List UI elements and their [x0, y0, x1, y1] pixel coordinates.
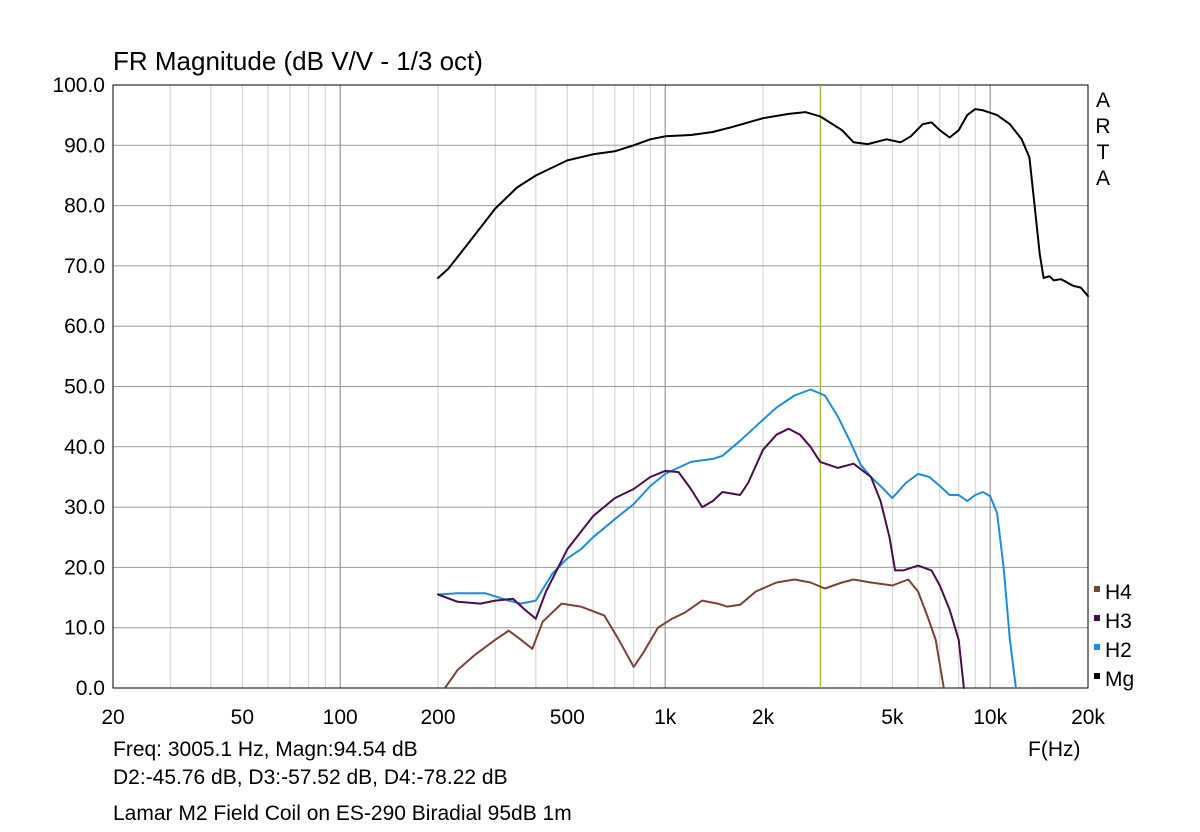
series-line-mg — [437, 108, 1089, 298]
x-tick-label: 5k — [881, 706, 904, 729]
x-tick-label: 1k — [654, 706, 677, 729]
x-axis-label: F(Hz) — [1028, 738, 1081, 761]
y-tick-label: 80.0 — [64, 195, 105, 218]
x-tick-label: 50 — [231, 706, 254, 729]
legend-item-h2: H2 — [1094, 636, 1134, 665]
cursor-readout: Freq: 3005.1 Hz, Magn:94.54 dB — [113, 738, 418, 761]
legend: H4 H3 H2 Mg — [1094, 578, 1134, 694]
legend-label: H4 — [1105, 581, 1132, 604]
y-tick-label: 50.0 — [64, 376, 105, 399]
y-tick-label: 20.0 — [64, 556, 105, 579]
x-tick-label: 20 — [101, 706, 124, 729]
arta-letter: T — [1096, 141, 1110, 164]
y-tick-label: 90.0 — [64, 134, 105, 157]
distortion-readout: D2:-45.76 dB, D3:-57.52 dB, D4:-78.22 dB — [113, 766, 508, 789]
arta-letter: A — [1095, 167, 1110, 190]
x-tick-label: 2k — [752, 706, 775, 729]
legend-swatch — [1094, 643, 1100, 650]
y-tick-label: 30.0 — [64, 496, 105, 519]
measurement-caption: Lamar M2 Field Coil on ES-290 Biradial 9… — [113, 802, 572, 825]
arta-letter: A — [1095, 89, 1110, 112]
legend-item-h4: H4 — [1094, 578, 1134, 607]
legend-label: H2 — [1105, 639, 1132, 662]
y-tick-label: 100.0 — [52, 74, 105, 97]
series-line-h3 — [437, 427, 965, 689]
legend-swatch — [1094, 585, 1100, 592]
legend-swatch — [1094, 672, 1100, 679]
x-tick-label: 10k — [973, 706, 1007, 729]
y-tick-label: 70.0 — [64, 255, 105, 278]
y-tick-label: 0.0 — [76, 677, 105, 700]
legend-label: H3 — [1105, 610, 1132, 633]
x-tick-label: 20k — [1071, 706, 1105, 729]
x-tick-label: 200 — [420, 706, 455, 729]
legend-item-h3: H3 — [1094, 607, 1134, 636]
legend-label: Mg — [1105, 668, 1135, 691]
arta-letter: R — [1095, 115, 1111, 138]
plot-frame — [112, 84, 1089, 689]
y-tick-label: 40.0 — [64, 436, 105, 459]
series-line-h4 — [443, 578, 945, 689]
series-line-h2 — [437, 388, 1017, 689]
x-tick-label: 100 — [323, 706, 358, 729]
y-tick-label: 60.0 — [64, 315, 105, 338]
legend-item-mg: Mg — [1094, 665, 1134, 694]
legend-swatch — [1094, 614, 1100, 621]
chart-title: FR Magnitude (dB V/V - 1/3 oct) — [113, 46, 483, 76]
y-tick-label: 10.0 — [64, 617, 105, 640]
x-tick-label: 500 — [550, 706, 585, 729]
